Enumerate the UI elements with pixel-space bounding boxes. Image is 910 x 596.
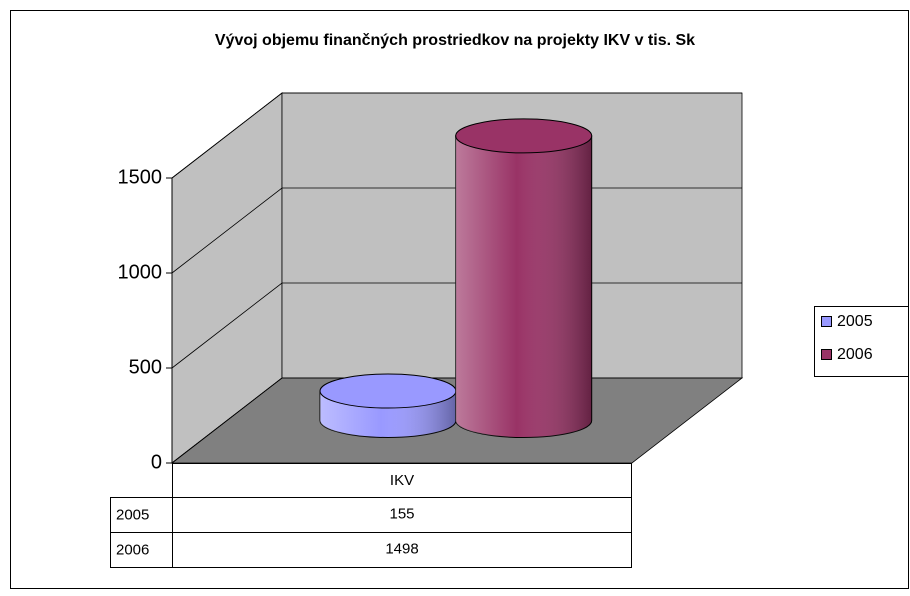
table-row-label-cell [110,497,173,533]
table-value-cell [172,497,632,533]
y-tick-label: 500 [129,356,162,378]
y-tick-label: 1000 [118,261,163,283]
legend-swatch [821,316,832,327]
table-header-cell [172,463,632,498]
table-category: IKV [390,472,414,489]
table-value-cell [172,532,632,568]
y-tick-label: 1500 [118,166,163,188]
legend-label: 2006 [837,346,873,363]
grid-line [171,92,742,179]
chart-title: Vývoj objemu finančných prostriedkov na … [215,32,695,49]
table-value: 155 [389,505,414,522]
table-value: 1498 [385,540,418,557]
cylinder-shade [455,135,592,438]
table-row-label: 2006 [116,541,149,558]
legend-swatch [821,349,832,360]
cylinder-top [455,118,593,154]
legend-label: 2005 [837,313,873,330]
table-row-label: 2005 [116,506,149,523]
cylinder-top [319,373,457,409]
y-tick-label: 0 [151,451,162,473]
